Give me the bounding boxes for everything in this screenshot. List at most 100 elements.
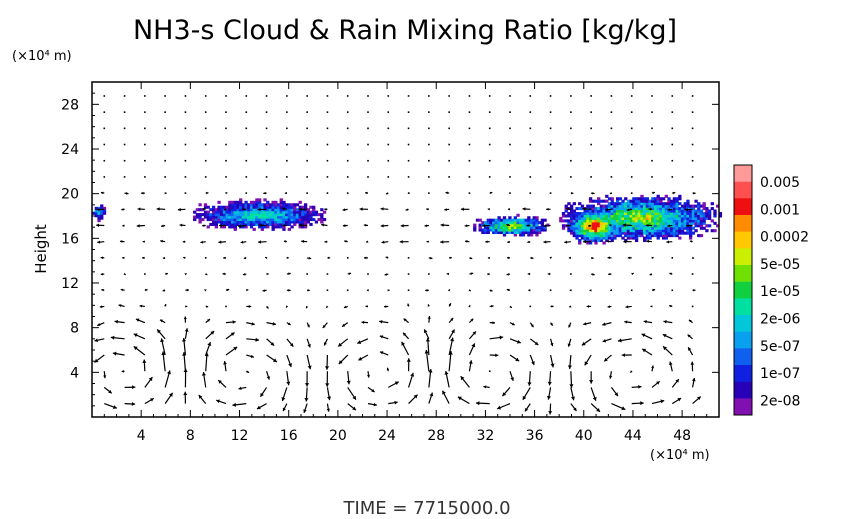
- cloud-cell: [564, 214, 568, 218]
- cloud-cell: [678, 202, 682, 206]
- cloud-cell: [613, 221, 617, 225]
- wind-arrow: [123, 143, 126, 146]
- wind-arrow: [324, 207, 328, 211]
- cloud-cell: [615, 207, 620, 211]
- wind-arrow: [487, 208, 490, 211]
- cloud-cell: [540, 226, 545, 230]
- cloud-cell: [257, 225, 262, 229]
- wind-arrow: [246, 354, 255, 359]
- cloud-cell: [561, 224, 566, 228]
- cloud-cell: [664, 216, 668, 220]
- cloud-cell: [672, 197, 677, 201]
- wind-arrow: [122, 224, 125, 227]
- cloud-cell: [222, 215, 227, 219]
- cloud-cell: [632, 229, 636, 233]
- cloud-cell: [201, 208, 205, 212]
- wind-arrow: [346, 192, 349, 194]
- cloud-cell: [697, 207, 701, 211]
- wind-arrow: [266, 371, 271, 380]
- cloud-cell: [314, 213, 319, 217]
- cloud-cell: [483, 221, 488, 225]
- cloud-cell: [241, 203, 246, 207]
- cloud-cell: [225, 222, 229, 226]
- wind-arrow: [610, 387, 619, 397]
- cloud-cell: [713, 211, 717, 216]
- cloud-cell: [697, 202, 701, 206]
- wind-arrow: [225, 346, 238, 356]
- cloud-cell: [236, 215, 240, 219]
- cloud-cell: [583, 236, 587, 240]
- cloud-cell: [298, 210, 302, 214]
- cloud-cell: [282, 218, 286, 222]
- cloud-cell: [640, 224, 644, 228]
- cloud-cell: [691, 219, 696, 223]
- cloud-cell: [287, 208, 292, 212]
- cloud-cell: [583, 229, 587, 233]
- cloud-cell: [266, 205, 270, 209]
- cloud-cell: [675, 226, 679, 230]
- wind-arrow: [671, 257, 674, 259]
- wind-arrow: [366, 240, 369, 243]
- wind-arrow: [379, 319, 389, 324]
- y-tick-label: 4: [70, 365, 79, 381]
- cloud-cell: [661, 214, 666, 218]
- cloud-cell: [664, 236, 668, 240]
- cloud-cell: [247, 213, 251, 217]
- wind-arrow: [487, 272, 490, 276]
- wind-arrow: [408, 372, 415, 388]
- cloud-cell: [691, 226, 696, 230]
- cloud-cell: [578, 226, 582, 230]
- cloud-cell: [653, 229, 658, 233]
- cloud-cell: [540, 221, 545, 225]
- colorbar-label: 0.0002: [760, 230, 809, 246]
- cloud-cell: [607, 229, 612, 233]
- wind-arrow: [306, 354, 312, 370]
- wind-arrow: [103, 371, 107, 379]
- cloud-cell: [615, 219, 620, 223]
- cloud-cell: [586, 226, 590, 230]
- wind-arrow: [204, 111, 207, 113]
- wind-arrow: [631, 385, 642, 389]
- cloud-cell: [624, 219, 628, 223]
- cloud-cell: [670, 231, 674, 235]
- cloud-cell: [195, 215, 200, 219]
- cloud-cell: [602, 221, 606, 225]
- wind-arrow: [266, 322, 277, 326]
- cloud-cell: [686, 216, 690, 220]
- cloud-cell: [640, 221, 644, 225]
- cloud-cell: [298, 218, 302, 222]
- wind-arrow: [245, 127, 248, 130]
- colorbar-swatch: [734, 181, 752, 199]
- cloud-cell: [659, 221, 663, 225]
- cloud-cell: [510, 223, 515, 227]
- wind-arrow: [367, 127, 369, 130]
- cloud-cell: [615, 224, 620, 228]
- wind-arrow: [487, 256, 490, 260]
- cloud-cell: [670, 219, 674, 223]
- wind-arrow: [691, 377, 696, 388]
- cloud-cell: [629, 207, 633, 211]
- cloud-cell: [583, 234, 587, 238]
- wind-arrow: [338, 354, 349, 365]
- cloud-cell: [494, 226, 499, 230]
- wind-arrow: [183, 391, 188, 404]
- cloud-cell: [672, 224, 677, 228]
- cloud-cell: [268, 213, 273, 217]
- wind-arrow: [164, 143, 166, 146]
- cloud-cell: [607, 236, 612, 240]
- cloud-cell: [195, 213, 200, 217]
- wind-arrow: [359, 207, 369, 211]
- cloud-cell: [502, 228, 507, 232]
- cloud-cell: [634, 226, 639, 230]
- wind-arrow: [691, 143, 694, 146]
- cloud-cell: [532, 218, 536, 222]
- wind-arrow: [651, 159, 653, 162]
- cloud-cell: [198, 208, 202, 212]
- cloud-cell: [664, 221, 668, 225]
- cloud-cell: [707, 224, 712, 228]
- cloud-cell: [578, 202, 582, 206]
- cloud-cell: [580, 231, 585, 235]
- cloud-cell: [478, 226, 482, 230]
- cloud-cell: [605, 204, 609, 208]
- wind-arrow: [307, 256, 312, 260]
